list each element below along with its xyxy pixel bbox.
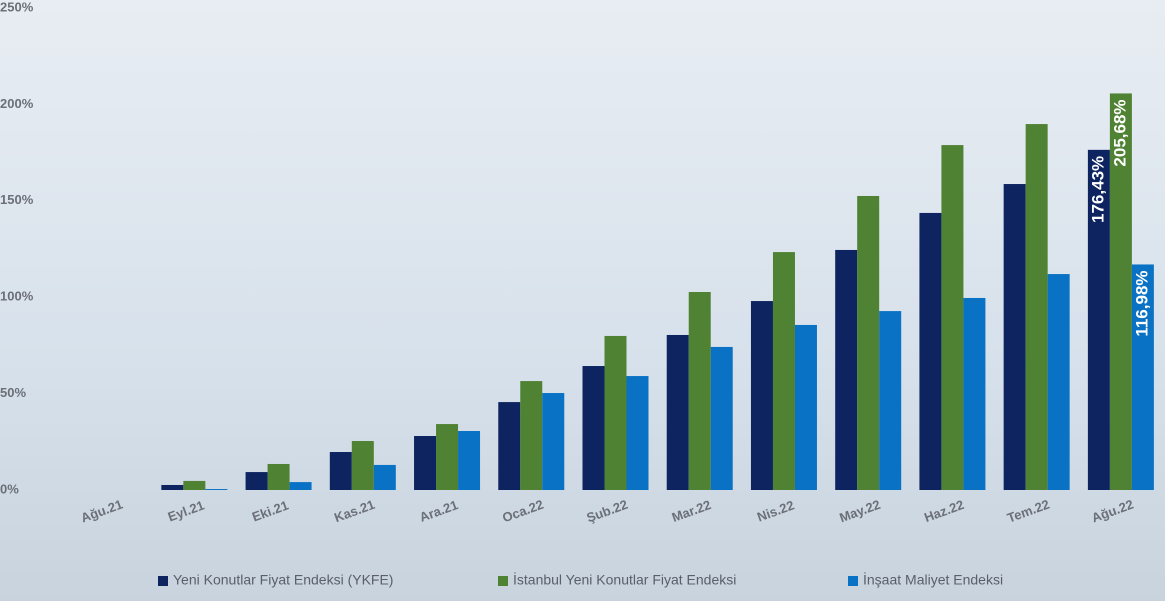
bar: [772, 252, 795, 490]
bar: [245, 472, 268, 490]
bar: [750, 301, 773, 490]
bar: [329, 452, 352, 490]
y-tick-label: 100%: [0, 289, 34, 304]
value-label: 205,68%: [1110, 99, 1129, 166]
bar: [688, 291, 711, 490]
bar: [582, 366, 605, 490]
value-label: 116,98%: [1132, 270, 1151, 336]
legend-label: İnşaat Maliyet Endeksi: [863, 571, 1003, 588]
bar: [1109, 93, 1132, 490]
bar: [373, 464, 396, 490]
bar: [458, 431, 481, 490]
bar: [498, 402, 521, 490]
bar: [835, 249, 858, 490]
bar: [919, 212, 942, 490]
bar: [1131, 264, 1154, 490]
bar: [941, 145, 964, 490]
legend-swatch: [848, 576, 858, 586]
bar: [710, 346, 733, 490]
bar: [626, 376, 649, 490]
bar: [205, 489, 228, 490]
bar: [267, 463, 290, 490]
y-tick-label: 50%: [0, 385, 26, 400]
bar: [794, 324, 817, 490]
bar: [1087, 149, 1110, 490]
bar: [542, 393, 565, 490]
legend-label: İstanbul Yeni Konutlar Fiyat Endeksi: [513, 571, 736, 588]
y-tick-label: 0%: [0, 481, 19, 496]
bar: [183, 480, 206, 490]
bar: [1047, 274, 1070, 490]
y-tick-label: 150%: [0, 192, 34, 207]
bar: [666, 334, 689, 490]
bar: [351, 441, 374, 490]
bar: [414, 436, 437, 490]
bar: [289, 482, 312, 490]
bar: [879, 311, 902, 490]
value-label: 176,43%: [1088, 156, 1107, 223]
legend-swatch: [158, 576, 168, 586]
bar: [963, 297, 986, 490]
bar: [1025, 124, 1048, 490]
bar: [161, 484, 184, 490]
bar: [604, 335, 627, 490]
y-tick-label: 200%: [0, 96, 34, 111]
legend-label: Yeni Konutlar Fiyat Endeksi (YKFE): [173, 572, 393, 588]
bar: [1003, 184, 1026, 490]
bar: [520, 381, 543, 490]
y-tick-label: 250%: [0, 0, 34, 14]
bar: [857, 195, 880, 491]
bar: [436, 424, 459, 490]
legend-swatch: [498, 576, 508, 586]
